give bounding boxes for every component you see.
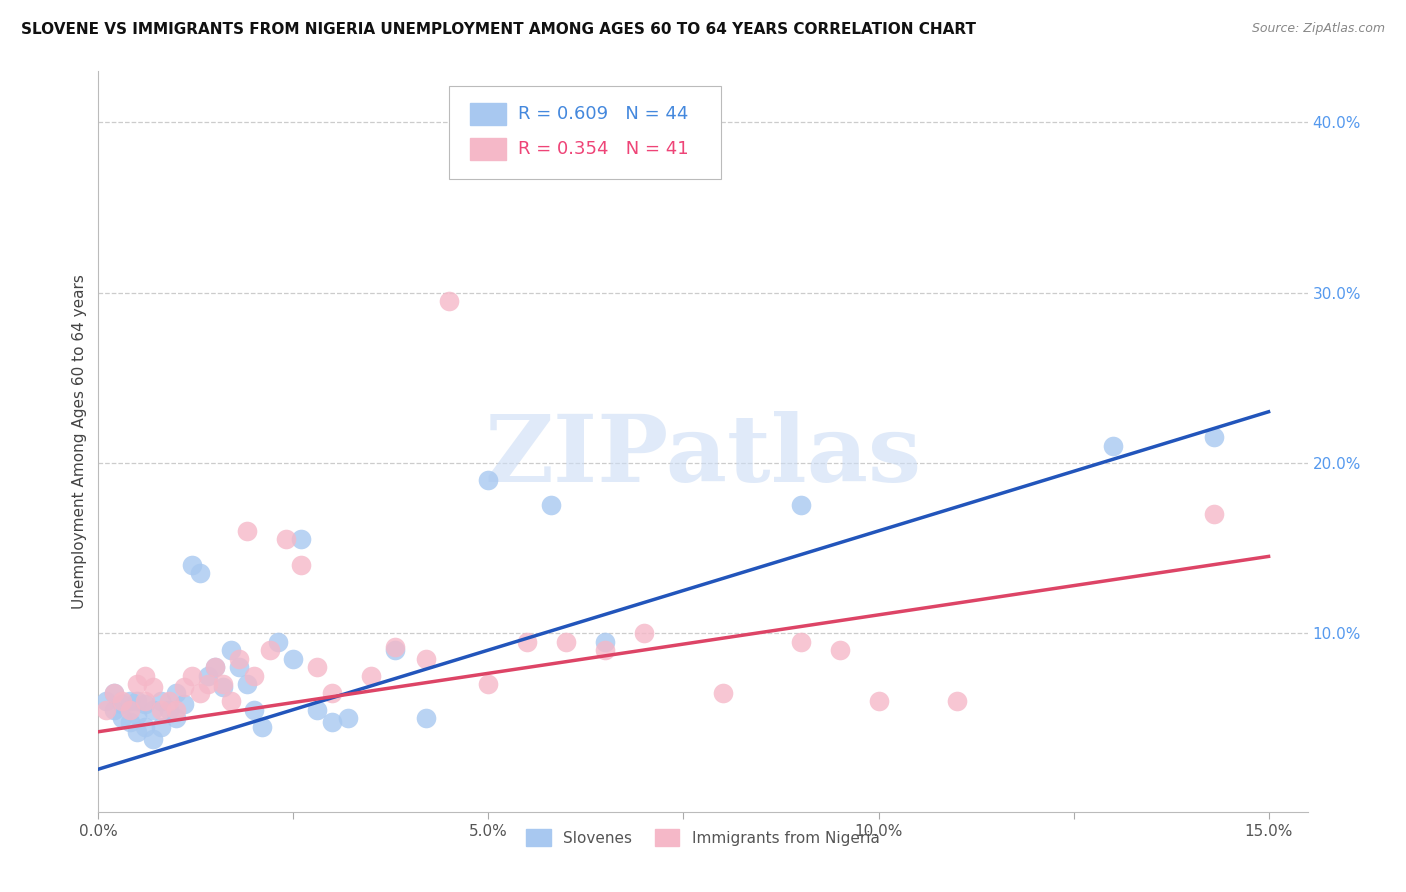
Point <box>181 668 204 682</box>
Point <box>711 685 734 699</box>
Point <box>103 685 125 699</box>
Point <box>157 694 180 708</box>
Point <box>595 643 617 657</box>
Point <box>633 626 655 640</box>
Point <box>337 711 360 725</box>
Point <box>828 643 851 657</box>
Point <box>197 668 219 682</box>
Legend: Slovenes, Immigrants from Nigeria: Slovenes, Immigrants from Nigeria <box>520 823 886 852</box>
Point <box>516 634 538 648</box>
Point <box>321 685 343 699</box>
Point <box>149 694 172 708</box>
Point <box>321 714 343 729</box>
Point <box>274 533 297 547</box>
Point <box>111 711 134 725</box>
Point <box>415 711 437 725</box>
Text: SLOVENE VS IMMIGRANTS FROM NIGERIA UNEMPLOYMENT AMONG AGES 60 TO 64 YEARS CORREL: SLOVENE VS IMMIGRANTS FROM NIGERIA UNEMP… <box>21 22 976 37</box>
Point <box>259 643 281 657</box>
Point <box>165 703 187 717</box>
Point <box>103 685 125 699</box>
Point <box>181 558 204 572</box>
Point <box>290 558 312 572</box>
Point <box>868 694 890 708</box>
Point <box>188 566 211 581</box>
Point <box>1202 507 1225 521</box>
Text: R = 0.354   N = 41: R = 0.354 N = 41 <box>517 140 689 158</box>
Point <box>127 677 149 691</box>
Point <box>789 499 811 513</box>
Point <box>384 643 406 657</box>
Point <box>477 677 499 691</box>
Point <box>252 720 274 734</box>
Point <box>595 634 617 648</box>
Point <box>290 533 312 547</box>
Point <box>1202 430 1225 444</box>
Point <box>219 643 242 657</box>
Point <box>118 714 141 729</box>
Point <box>149 703 172 717</box>
Point <box>165 711 187 725</box>
Bar <box>470 138 506 161</box>
Text: Source: ZipAtlas.com: Source: ZipAtlas.com <box>1251 22 1385 36</box>
Point <box>555 634 578 648</box>
Point <box>235 524 257 538</box>
Point <box>540 499 562 513</box>
Point <box>118 703 141 717</box>
Point <box>188 685 211 699</box>
Point <box>439 294 461 309</box>
Point <box>243 703 266 717</box>
Point <box>228 660 250 674</box>
Point <box>103 703 125 717</box>
Point <box>127 694 149 708</box>
Point <box>142 731 165 746</box>
Point <box>1101 439 1123 453</box>
Point <box>134 698 156 712</box>
Point <box>127 707 149 722</box>
Point <box>197 677 219 691</box>
Point <box>118 694 141 708</box>
Point <box>173 698 195 712</box>
Point <box>149 720 172 734</box>
Point <box>134 694 156 708</box>
Point <box>283 651 305 665</box>
Point <box>134 668 156 682</box>
Text: ZIPatlas: ZIPatlas <box>485 411 921 501</box>
Point <box>228 651 250 665</box>
Point <box>477 473 499 487</box>
Point <box>96 694 118 708</box>
Point <box>212 681 235 695</box>
Point <box>305 660 328 674</box>
Point <box>142 681 165 695</box>
Point <box>267 634 290 648</box>
Point <box>165 685 187 699</box>
Point <box>111 698 134 712</box>
Point <box>789 634 811 648</box>
Point <box>173 681 195 695</box>
Point <box>157 703 180 717</box>
Point <box>96 703 118 717</box>
Point <box>305 703 328 717</box>
Point <box>243 668 266 682</box>
Point <box>219 694 242 708</box>
Bar <box>470 103 506 126</box>
Point <box>360 668 382 682</box>
Point <box>945 694 967 708</box>
Point <box>134 720 156 734</box>
Point <box>204 660 226 674</box>
Point <box>384 640 406 654</box>
Point <box>142 703 165 717</box>
FancyBboxPatch shape <box>449 87 721 178</box>
Point <box>212 677 235 691</box>
Text: R = 0.609   N = 44: R = 0.609 N = 44 <box>517 105 689 123</box>
Point <box>415 651 437 665</box>
Point <box>235 677 257 691</box>
Y-axis label: Unemployment Among Ages 60 to 64 years: Unemployment Among Ages 60 to 64 years <box>72 274 87 609</box>
Point <box>111 694 134 708</box>
Point <box>127 724 149 739</box>
Point <box>204 660 226 674</box>
